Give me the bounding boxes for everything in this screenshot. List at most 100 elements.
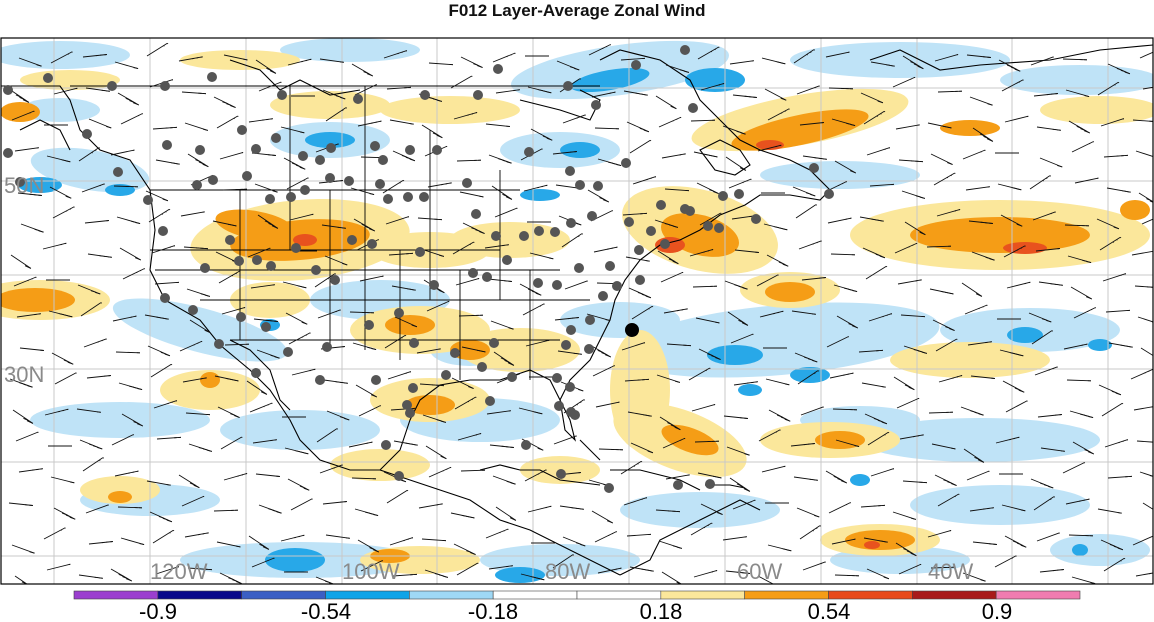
wind-barb	[417, 217, 442, 221]
wind-barb	[632, 176, 657, 185]
wind-barb	[386, 489, 409, 504]
wind-barb	[454, 396, 477, 410]
wind-barb	[78, 574, 103, 579]
wind-barb	[450, 75, 473, 89]
station-dot	[266, 261, 276, 271]
anomaly-patch	[495, 567, 545, 583]
wind-barb	[901, 190, 925, 199]
station-dot	[660, 239, 670, 249]
wind-barb	[152, 126, 177, 130]
wind-barb	[965, 186, 990, 191]
wind-barb	[802, 155, 827, 160]
wind-barb	[53, 87, 78, 95]
wind-barb	[42, 242, 67, 250]
wind-barb	[1073, 307, 1097, 319]
wind-barb	[386, 86, 411, 90]
wind-barb	[832, 408, 858, 411]
wind-barb	[861, 382, 886, 388]
wind-barb	[1098, 384, 1122, 396]
wind-barb	[623, 90, 648, 96]
wind-barb	[316, 428, 339, 443]
wind-barb	[967, 341, 992, 346]
station-dot	[277, 90, 287, 100]
station-dot	[605, 261, 615, 271]
wind-barb	[393, 440, 418, 446]
wind-barb	[931, 443, 956, 450]
wind-barb	[252, 439, 277, 444]
wind-barb	[523, 184, 548, 192]
colorbar	[73, 590, 1081, 600]
wind-barb	[892, 76, 916, 88]
wind-barb	[84, 220, 109, 224]
anomaly-patch	[108, 491, 132, 503]
station-dot	[236, 312, 246, 322]
wind-barb	[1004, 535, 1027, 548]
anomaly-patch	[405, 395, 455, 415]
wind-barb	[350, 187, 375, 196]
wind-barb	[88, 118, 112, 129]
wind-barb	[1101, 402, 1124, 417]
station-dot	[378, 155, 388, 165]
wind-barb	[145, 190, 169, 202]
wind-barb	[971, 251, 995, 261]
anomaly-patch	[756, 140, 784, 150]
wind-barb	[892, 511, 916, 520]
anomaly-patch	[450, 222, 570, 258]
wind-barb	[938, 374, 963, 383]
anomaly-patch	[105, 184, 135, 196]
wind-barb	[151, 245, 176, 254]
wind-barb	[184, 532, 209, 538]
wind-barb	[1029, 175, 1052, 190]
wind-barb	[630, 442, 654, 454]
anomaly-patch	[1120, 200, 1150, 220]
wind-barb	[46, 155, 71, 163]
wind-barb	[895, 124, 920, 130]
wind-barb	[699, 212, 722, 226]
wind-barb	[562, 114, 586, 124]
wind-barb	[216, 115, 239, 129]
coastline	[599, 49, 721, 121]
anomaly-patch	[1040, 96, 1153, 124]
wind-barb	[155, 566, 180, 575]
wind-barb	[864, 413, 888, 425]
wind-barb	[54, 372, 77, 385]
wind-barb	[595, 401, 620, 408]
anomaly-patch	[790, 367, 830, 383]
station-dot	[734, 189, 744, 199]
wind-barb	[282, 281, 307, 289]
wind-barb	[734, 249, 759, 253]
station-dot	[298, 151, 308, 161]
station-dot	[703, 221, 713, 231]
station-dot	[593, 181, 603, 191]
wind-barb	[830, 253, 856, 256]
wind-barb	[801, 277, 826, 281]
station-dot	[242, 171, 252, 181]
wind-barb	[625, 256, 650, 262]
colorbar-segment	[995, 590, 1081, 600]
wind-barb	[85, 504, 109, 514]
wind-barb	[665, 474, 690, 480]
wind-barb	[1070, 286, 1093, 300]
wind-barb	[358, 405, 382, 417]
anomaly-patch	[20, 98, 100, 122]
station-dot	[225, 235, 235, 245]
wind-barb	[659, 416, 681, 431]
anomaly-patch	[560, 302, 680, 338]
anomaly-patch	[940, 120, 1000, 136]
wind-barb	[828, 502, 852, 514]
station-dot	[565, 382, 575, 392]
wind-barb	[49, 186, 72, 199]
anomaly-patch	[200, 372, 220, 388]
station-dot	[534, 226, 544, 236]
anomaly-patch	[112, 298, 288, 362]
wind-barb	[1106, 187, 1131, 193]
wind-barb	[319, 464, 343, 474]
wind-barb	[562, 536, 586, 547]
wind-barb	[865, 265, 888, 280]
colorbar-segment	[660, 590, 745, 600]
wind-barb	[321, 224, 346, 229]
wind-barb	[186, 288, 210, 297]
wind-barb	[690, 119, 716, 122]
wind-barb	[88, 541, 113, 545]
wind-barb	[968, 220, 993, 224]
